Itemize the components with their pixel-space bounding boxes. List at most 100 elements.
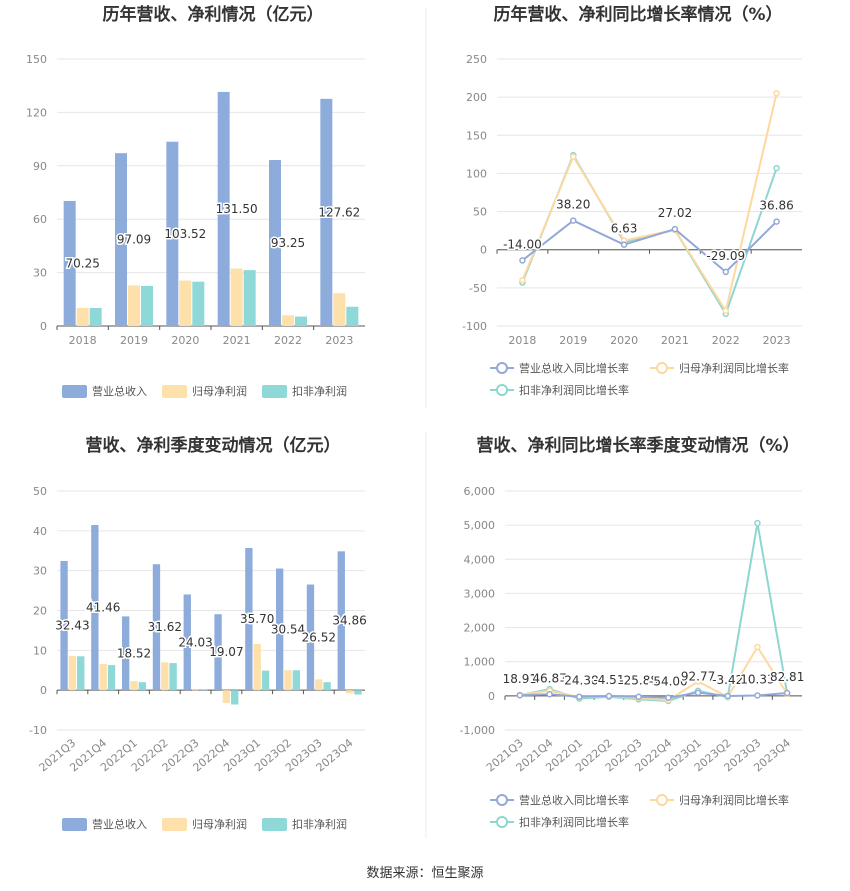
data-label: 18.52 xyxy=(117,646,151,660)
data-point xyxy=(605,692,613,700)
data-label: 92.77 xyxy=(681,670,715,684)
y-tick-label: 20 xyxy=(33,605,47,618)
data-point xyxy=(783,689,791,697)
y-tick-label: 3,000 xyxy=(464,587,496,600)
legend-swatch xyxy=(262,818,287,831)
data-point xyxy=(570,153,577,160)
data-label: 26.52 xyxy=(302,630,336,644)
data-label: -29.09 xyxy=(706,249,745,263)
data-point xyxy=(754,692,761,699)
y-tick-label: 30 xyxy=(33,565,47,578)
x-tick-label: 2023 xyxy=(763,334,791,347)
bar xyxy=(115,153,127,326)
bar xyxy=(138,682,146,691)
bar xyxy=(243,270,256,326)
x-tick-label: 2023 xyxy=(325,334,353,347)
y-tick-label: 200 xyxy=(466,91,487,104)
data-point xyxy=(754,643,761,651)
bar xyxy=(91,525,99,691)
bar xyxy=(230,268,243,326)
data-point xyxy=(694,678,702,685)
y-tick-label: 120 xyxy=(26,106,47,119)
annual-growth-line-chart: 历年营收、净利同比增长率情况（%） -100 -50 0 50 100 150 200 250… xyxy=(462,4,802,397)
x-tick-label: 2018 xyxy=(69,334,97,347)
bar xyxy=(60,560,68,691)
x-tick-label: 2020 xyxy=(171,334,199,347)
bar xyxy=(346,306,359,326)
data-point xyxy=(724,692,731,700)
data-label: 103.52 xyxy=(164,227,206,241)
y-tick-label: 10 xyxy=(33,644,47,657)
data-label: 82.81 xyxy=(770,670,804,684)
data-label: 6.63 xyxy=(611,222,638,236)
data-point xyxy=(773,218,780,225)
series-line xyxy=(519,691,788,699)
chart-title: 历年营收、净利情况（亿元） xyxy=(103,4,324,25)
y-tick-label: 1,000 xyxy=(464,656,496,669)
legend-marker xyxy=(496,384,508,396)
x-tick-label: 2021 xyxy=(661,334,689,347)
data-point xyxy=(671,225,679,233)
quarterly-growth-line-chart: 营收、净利同比增长率季度变动情况（%） -1,000 0 1,000 2,000 3,0… xyxy=(460,435,806,829)
data-label: 41.46 xyxy=(86,601,120,615)
bar xyxy=(276,568,284,691)
data-point xyxy=(722,307,729,314)
bar xyxy=(333,293,346,326)
y-tick-label: 2,000 xyxy=(464,622,496,635)
x-tick-label: 2022 xyxy=(274,334,302,347)
x-tick-label: 2020 xyxy=(610,334,638,347)
bar xyxy=(245,547,253,691)
legend-label: 扣非净利润同比增长率 xyxy=(519,815,629,829)
data-label: -54.00 xyxy=(649,675,688,689)
legend-label: 营业总收入 xyxy=(92,384,147,398)
legend-swatch xyxy=(62,385,87,398)
x-tick-label: 2022 xyxy=(712,334,740,347)
y-tick-label: 40 xyxy=(33,525,47,538)
x-tick-label: 2018 xyxy=(508,334,536,347)
data-label: 93.25 xyxy=(271,236,305,250)
data-point xyxy=(516,691,524,699)
y-tick-label: 6,000 xyxy=(464,485,496,498)
data-point xyxy=(570,217,577,224)
y-tick-label: 150 xyxy=(26,53,47,66)
bar xyxy=(320,98,333,327)
bar xyxy=(161,662,169,691)
y-tick-label: 60 xyxy=(33,213,47,226)
data-label: 46.87 xyxy=(532,671,566,685)
y-tick-label: 0 xyxy=(40,684,47,697)
legend-marker xyxy=(656,794,668,806)
series-line xyxy=(521,93,778,314)
bar xyxy=(261,670,270,691)
data-label: -3.42 xyxy=(712,673,743,687)
data-label: 97.09 xyxy=(117,233,151,247)
x-tick-label: 2021 xyxy=(223,334,251,347)
bar xyxy=(292,670,300,691)
data-label: 38.20 xyxy=(556,198,590,212)
annual-bar-chart: 历年营收、净利情况（亿元） 0 30 60 90 120 150 2018 2019 2020 2… xyxy=(26,4,365,398)
data-point xyxy=(773,164,780,172)
legend-label: 营业总收入同比增长率 xyxy=(519,793,629,807)
y-tick-label: 4,000 xyxy=(464,553,496,566)
data-label: 32.43 xyxy=(55,619,89,633)
bar xyxy=(68,655,77,691)
data-label: 131.50 xyxy=(216,202,258,216)
legend-marker xyxy=(496,362,508,374)
bar xyxy=(183,594,191,691)
bar xyxy=(122,616,130,691)
bar xyxy=(323,682,331,691)
y-tick-label: 50 xyxy=(33,485,47,498)
bar xyxy=(63,200,76,326)
bar xyxy=(169,663,177,691)
bar xyxy=(315,679,323,691)
data-label: -24.38 xyxy=(560,674,599,688)
y-tick-label: 0 xyxy=(480,244,487,257)
chart-title: 营收、净利季度变动情况（亿元） xyxy=(86,435,341,456)
bar xyxy=(345,690,354,694)
legend-swatch xyxy=(162,818,187,831)
data-label: 19.07 xyxy=(209,645,243,659)
legend-label: 归母净利润 xyxy=(192,384,247,398)
chart-title: 历年营收、净利同比增长率情况（%） xyxy=(493,4,782,25)
data-point xyxy=(773,90,780,97)
data-label: -14.00 xyxy=(503,237,542,251)
